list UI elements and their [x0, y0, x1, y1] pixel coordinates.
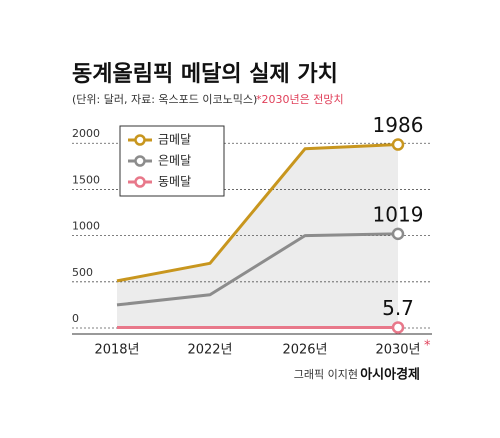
y-tick-label: 1500: [72, 173, 100, 186]
x-tick-label: 2018년: [94, 343, 139, 358]
marker: [391, 227, 405, 241]
legend-marker: [134, 155, 146, 167]
x-tick-label: 2026년: [282, 343, 327, 358]
legend-label: 은메달: [158, 154, 191, 168]
legend-marker: [134, 176, 146, 188]
chart-title: 동계올림픽 메달의 실제 가치: [72, 62, 338, 87]
plot: 0 500 1000 1500 2000 2018년 2022년 2026년 2030년 * 198…: [72, 113, 432, 358]
legend-marker: [134, 134, 146, 146]
legend-label: 금메달: [158, 133, 191, 147]
line: [116, 143, 399, 283]
line: [116, 232, 399, 307]
subtitle: (단위: 달러, 자료: 옥스포드 이코노믹스): [72, 93, 257, 106]
y-tick-label: 500: [72, 266, 93, 279]
x-tick-label: 2030년: [375, 343, 420, 358]
value-label: 5.7: [382, 296, 414, 320]
marker: [391, 321, 405, 334]
note: *2030년은 전망치: [256, 93, 344, 106]
value-label: 1019: [373, 202, 424, 226]
legend-label: 동메달: [158, 175, 191, 189]
value-label: 1986: [373, 113, 424, 137]
y-tick-label: 1000: [72, 220, 100, 233]
credit: 그래픽 이지현: [294, 368, 358, 381]
area: [117, 144, 398, 328]
category-mark: *: [424, 339, 431, 354]
publisher: 아시아경제: [360, 367, 420, 383]
y-tick-label: 0: [72, 312, 79, 325]
y-tick-label: 2000: [72, 127, 100, 140]
x-tick-label: 2022년: [187, 343, 232, 358]
marker: [391, 138, 405, 151]
